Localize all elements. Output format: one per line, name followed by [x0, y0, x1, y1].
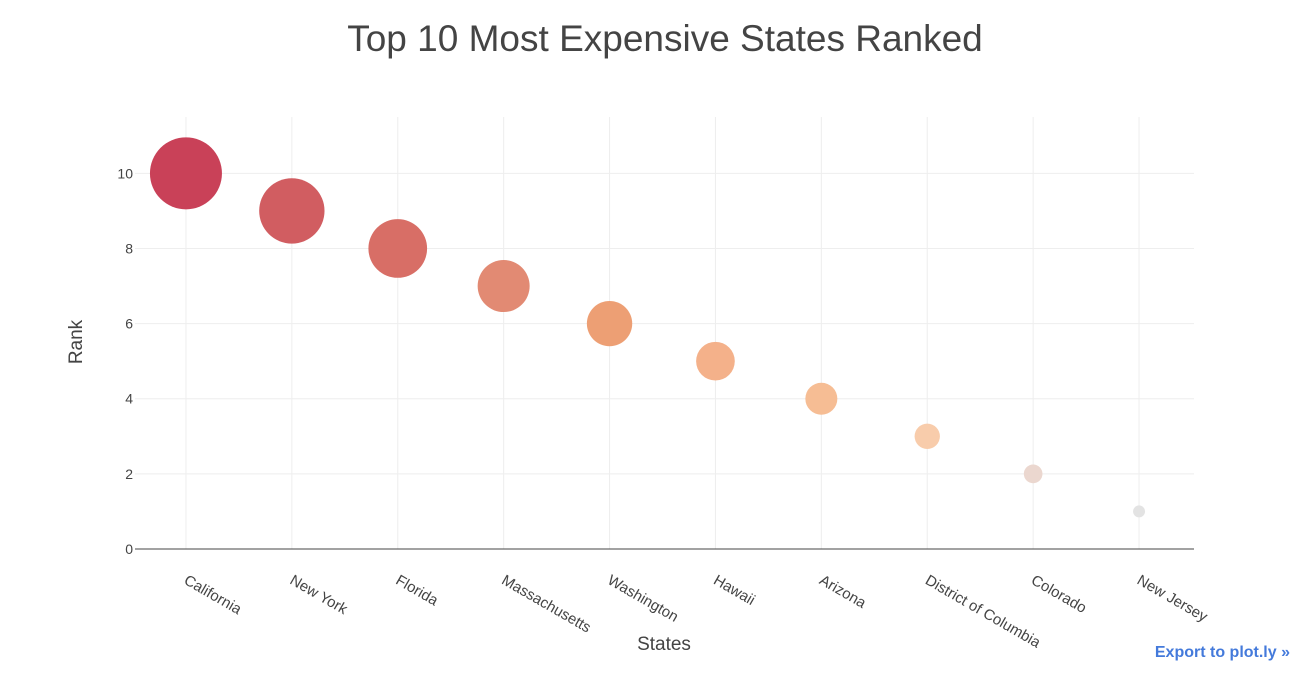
x-tick-label: Arizona	[816, 572, 869, 612]
bubble-marker[interactable]	[368, 219, 428, 278]
bubble-marker[interactable]	[696, 341, 735, 381]
bubble-marker[interactable]	[805, 382, 838, 415]
bubble-marker[interactable]	[586, 300, 633, 347]
bubble-marker[interactable]	[259, 178, 325, 244]
y-tick-label: 8	[125, 240, 133, 256]
y-tick-label: 2	[125, 466, 133, 482]
x-tick-label: Colorado	[1028, 572, 1089, 617]
y-tick-label: 4	[125, 391, 133, 407]
bubble-marker[interactable]	[914, 423, 940, 449]
bubble-marker[interactable]	[1023, 464, 1043, 484]
x-axis-title: States	[637, 634, 691, 655]
y-axis-title: Rank	[66, 319, 87, 364]
x-tick-label: California	[181, 572, 245, 619]
bubble-marker[interactable]	[149, 137, 222, 210]
x-tick-label: Washington	[605, 572, 682, 626]
x-tick-label: District of Columbia	[922, 572, 1044, 652]
x-tick-label: Florida	[393, 572, 442, 610]
x-tick-label: New Jersey	[1134, 572, 1211, 626]
bubble-marker[interactable]	[1133, 505, 1146, 518]
export-to-plotly-link[interactable]: Export to plot.ly »	[1154, 644, 1290, 661]
y-tick-label: 10	[117, 165, 133, 181]
x-tick-label: New York	[287, 572, 351, 619]
x-tick-label: Massachusetts	[499, 572, 594, 637]
chart-title: Top 10 Most Expensive States Ranked	[347, 18, 983, 59]
bubble-marker[interactable]	[477, 260, 530, 313]
data-markers	[149, 137, 1146, 518]
y-tick-label: 6	[125, 316, 133, 332]
y-tick-label: 0	[125, 541, 133, 557]
x-tick-label: Hawaii	[710, 572, 757, 609]
